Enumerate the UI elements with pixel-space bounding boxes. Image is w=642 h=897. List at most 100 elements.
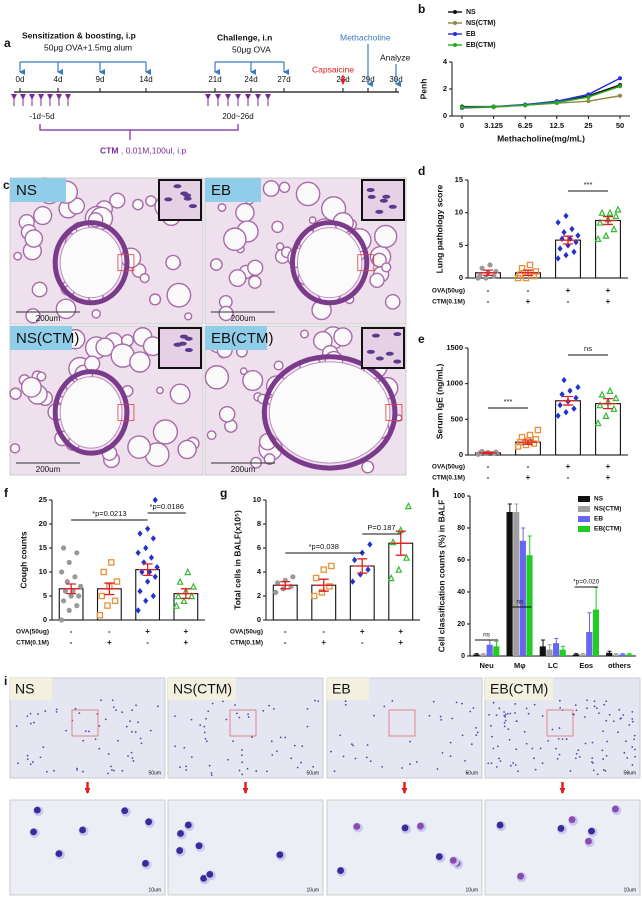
alveolus bbox=[129, 351, 151, 373]
error-bar bbox=[62, 583, 81, 595]
row-sign: + bbox=[398, 638, 403, 647]
data-point bbox=[487, 262, 493, 268]
data-point bbox=[563, 251, 569, 259]
label: Analyze bbox=[380, 52, 411, 62]
cell bbox=[232, 740, 235, 743]
cell bbox=[32, 761, 34, 763]
cell bbox=[605, 719, 608, 722]
cell bbox=[525, 707, 528, 710]
cell bbox=[29, 722, 32, 725]
y-tick-label: 0 bbox=[459, 450, 463, 459]
y-tick-label: 4 bbox=[443, 57, 448, 66]
legend-label: EB(CTM) bbox=[594, 526, 621, 533]
y-tick-label: 20 bbox=[39, 519, 47, 528]
cell bbox=[255, 770, 258, 772]
cell bbox=[592, 769, 595, 772]
cell bbox=[633, 738, 636, 741]
nucleus bbox=[366, 349, 375, 354]
cell bbox=[464, 759, 466, 762]
legend-label: NS bbox=[466, 9, 476, 16]
row-sign: + bbox=[606, 297, 611, 306]
cell bbox=[626, 757, 629, 759]
cell bbox=[626, 771, 629, 774]
data-point bbox=[555, 219, 561, 226]
x-tick-label: LC bbox=[548, 661, 559, 670]
cell bbox=[131, 709, 134, 712]
legend-label: EB(CTM) bbox=[466, 42, 496, 49]
data-point bbox=[596, 218, 604, 226]
cell bbox=[240, 754, 243, 757]
significance-label: *p=0.020 bbox=[573, 579, 600, 586]
label: Sensitization & boosting, i.p bbox=[22, 30, 136, 40]
error-bar bbox=[560, 645, 565, 653]
cell bbox=[98, 724, 101, 727]
row-sign: + bbox=[606, 462, 611, 471]
cell bbox=[617, 731, 619, 734]
error-bar bbox=[479, 269, 497, 277]
cell bbox=[593, 700, 596, 703]
cell bbox=[238, 716, 241, 719]
day-label: 24d bbox=[244, 75, 257, 84]
legend-label: EB bbox=[466, 31, 476, 38]
data-point bbox=[176, 577, 184, 585]
cell bbox=[234, 704, 236, 707]
scale-label: 200um bbox=[231, 314, 256, 323]
data-point bbox=[310, 592, 318, 600]
x-tick-label: 50 bbox=[616, 121, 624, 130]
y-tick-label: 4 bbox=[257, 567, 262, 576]
cell bbox=[271, 753, 274, 756]
smear-zoom bbox=[326, 799, 483, 896]
alveolus bbox=[83, 355, 101, 372]
y-axis-label: Lung pathology score bbox=[434, 184, 444, 273]
alveolus bbox=[223, 227, 247, 252]
cell bbox=[125, 725, 128, 728]
nucleus bbox=[585, 837, 592, 845]
cell bbox=[179, 766, 181, 769]
data-point bbox=[460, 105, 464, 110]
row-sign: - bbox=[146, 638, 149, 647]
y-tick-label: 25 bbox=[39, 495, 47, 504]
airway bbox=[289, 220, 370, 306]
data-point bbox=[618, 93, 622, 98]
label-box bbox=[10, 678, 52, 700]
row-sign: + bbox=[566, 462, 571, 471]
cell bbox=[112, 706, 115, 709]
row-label: CTM(0.1M) bbox=[432, 475, 465, 482]
row-sign: - bbox=[322, 627, 325, 636]
data-point bbox=[602, 231, 610, 239]
cell bbox=[44, 710, 47, 712]
data-point bbox=[152, 573, 158, 580]
legend-marker bbox=[453, 43, 457, 47]
cell bbox=[499, 760, 502, 762]
airway bbox=[52, 220, 130, 306]
row-label: CTM(0.1M) bbox=[432, 299, 465, 306]
bar bbox=[526, 555, 533, 656]
data-point bbox=[150, 535, 156, 542]
legend-marker bbox=[453, 21, 457, 25]
airway-lumen bbox=[268, 361, 391, 464]
legend-swatch bbox=[578, 526, 590, 532]
cell bbox=[575, 709, 578, 712]
row-sign: + bbox=[606, 286, 611, 295]
cell bbox=[55, 710, 58, 713]
nucleus bbox=[496, 821, 504, 829]
cell bbox=[583, 716, 586, 718]
row-sign: + bbox=[184, 638, 189, 647]
label-box bbox=[168, 678, 236, 700]
data-point bbox=[352, 556, 358, 564]
cell bbox=[631, 746, 634, 748]
error-bar bbox=[276, 580, 295, 590]
cell bbox=[586, 707, 588, 710]
alveolus bbox=[165, 254, 181, 271]
cell bbox=[503, 711, 505, 713]
nucleus bbox=[184, 348, 193, 353]
nucleus bbox=[366, 187, 375, 192]
data-point bbox=[72, 574, 78, 580]
panel-letter: d bbox=[418, 164, 425, 178]
nucleus bbox=[200, 874, 208, 882]
data-point bbox=[59, 617, 65, 623]
alveolus bbox=[247, 259, 264, 276]
error-bar bbox=[521, 527, 526, 554]
cell bbox=[595, 707, 598, 710]
cell bbox=[354, 757, 357, 760]
